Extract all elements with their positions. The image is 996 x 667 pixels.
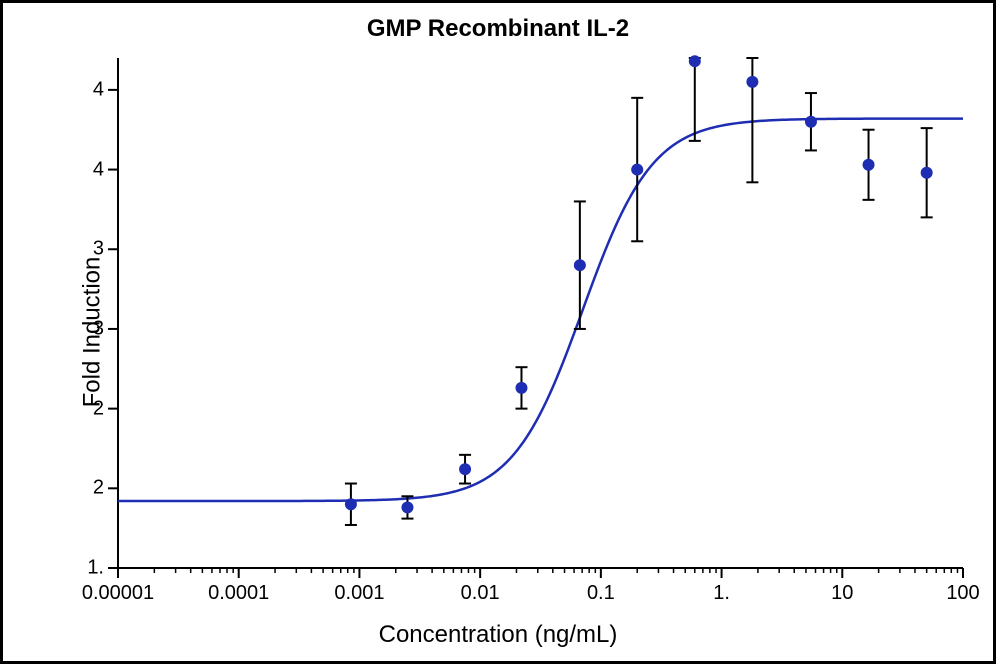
- chart-frame: GMP Recombinant IL-2 Fold Induction Conc…: [0, 0, 996, 664]
- data-point: [921, 167, 933, 179]
- data-point: [401, 501, 413, 513]
- data-point: [863, 159, 875, 171]
- x-tick-label: 100: [946, 582, 979, 605]
- data-point: [805, 116, 817, 128]
- x-tick-label: 0.001: [334, 582, 384, 605]
- y-tick-label: 1.: [78, 557, 104, 580]
- x-tick-label: 0.0001: [208, 582, 269, 605]
- data-point: [515, 382, 527, 394]
- y-tick-label: 2: [78, 397, 104, 420]
- data-point: [574, 259, 586, 271]
- data-point: [345, 498, 357, 510]
- x-tick-label: 1.: [713, 582, 730, 605]
- data-point: [459, 463, 471, 475]
- y-tick-label: 2: [78, 477, 104, 500]
- plot-svg: [3, 3, 996, 667]
- x-tick-label: 0.00001: [82, 582, 154, 605]
- data-point: [746, 76, 758, 88]
- y-tick-label: 4: [78, 78, 104, 101]
- y-tick-label: 3: [78, 317, 104, 340]
- x-tick-label: 0.1: [587, 582, 615, 605]
- data-point: [631, 164, 643, 176]
- y-tick-label: 4: [78, 158, 104, 181]
- x-tick-label: 0.01: [461, 582, 500, 605]
- x-tick-label: 10: [831, 582, 853, 605]
- y-tick-label: 3: [78, 238, 104, 261]
- data-point: [689, 55, 701, 67]
